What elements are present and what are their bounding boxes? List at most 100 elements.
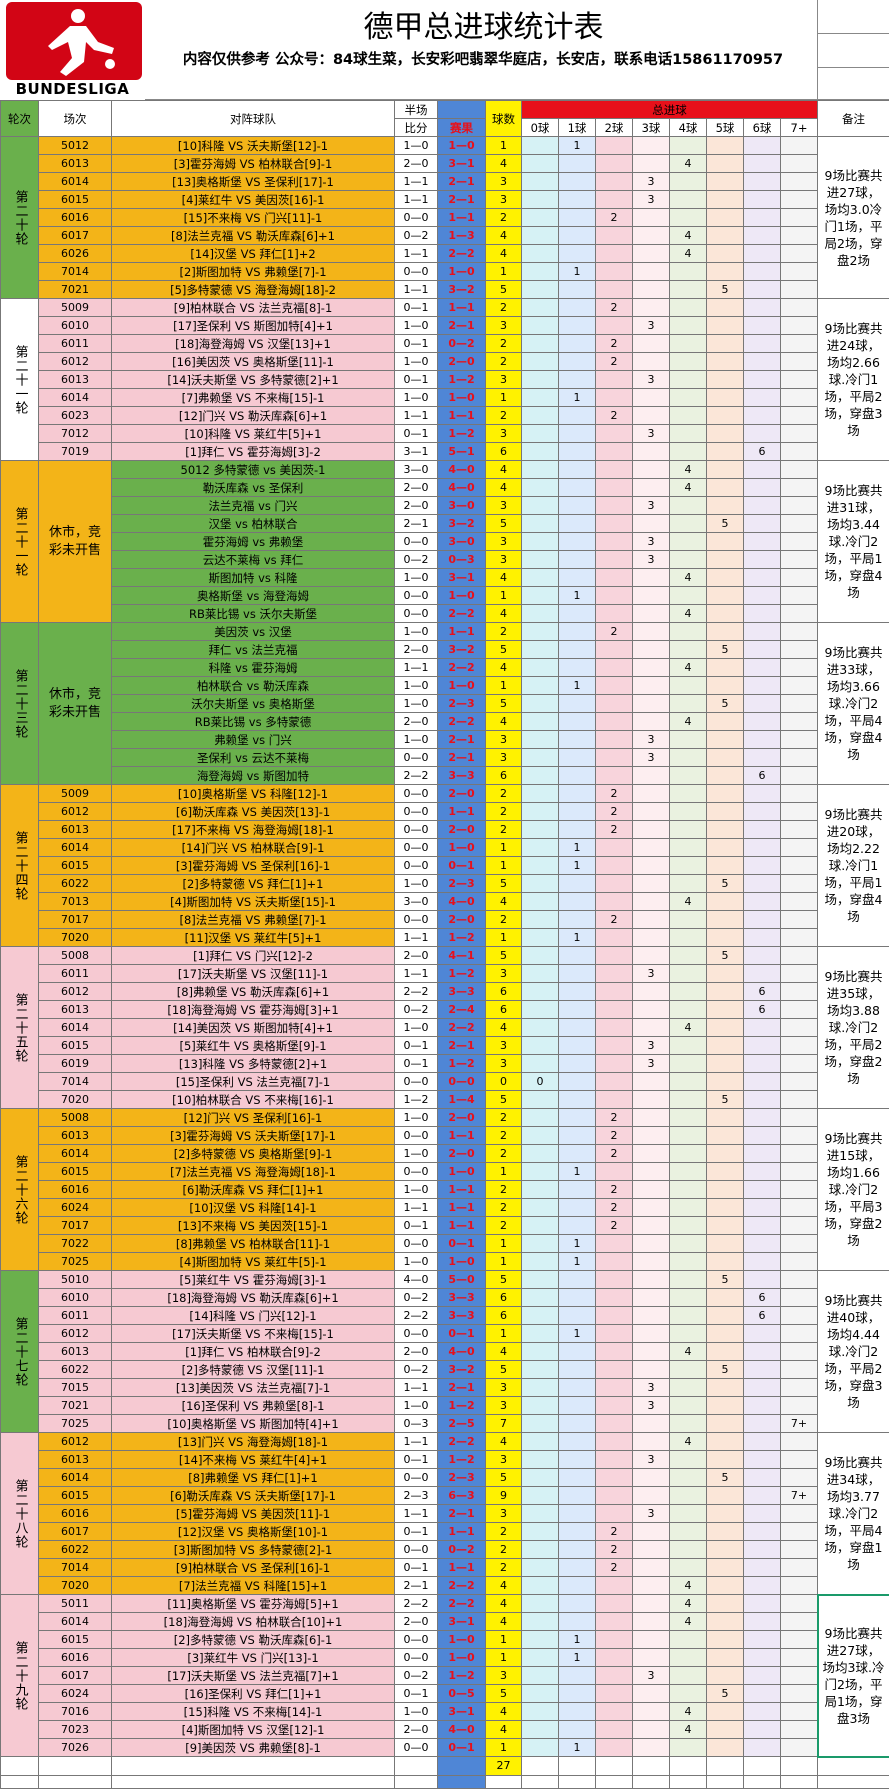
bucket-cell <box>596 281 633 299</box>
bucket-cell <box>633 1127 670 1145</box>
bucket-cell <box>596 1073 633 1091</box>
full-score: 3—3 <box>438 1289 486 1307</box>
bucket-cell <box>559 245 596 263</box>
bucket-marker: 6 <box>744 1001 781 1019</box>
bucket-cell <box>559 1415 596 1433</box>
bucket-cell <box>670 1649 707 1667</box>
goal-count: 3 <box>486 1451 522 1469</box>
bucket-cell <box>744 1487 781 1505</box>
match-number: 6014 <box>39 389 112 407</box>
bucket-cell <box>596 551 633 569</box>
bucket-marker: 2 <box>596 1199 633 1217</box>
full-score: 4—0 <box>438 1721 486 1739</box>
bucket-cell <box>559 353 596 371</box>
footer-cell <box>1 1757 39 1776</box>
teams: 勒沃库森 vs 圣保利 <box>112 479 395 497</box>
bucket-cell <box>559 551 596 569</box>
bucket-cell <box>633 821 670 839</box>
goal-count: 4 <box>486 1343 522 1361</box>
bucket-cell <box>670 677 707 695</box>
bucket-cell <box>522 443 559 461</box>
halftime-score: 1—0 <box>395 695 438 713</box>
match-number: 6013 <box>39 1451 112 1469</box>
bucket-cell <box>596 695 633 713</box>
teams: RB莱比锡 vs 沃尔夫斯堡 <box>112 605 395 623</box>
round-label: 第二十一轮 <box>1 461 39 623</box>
bucket-cell <box>596 173 633 191</box>
goal-count: 1 <box>486 1649 522 1667</box>
teams: [8]弗赖堡 VS 拜仁[1]+1 <box>112 1469 395 1487</box>
bucket-cell <box>707 1127 744 1145</box>
teams: [2]多特蒙德 VS 拜仁[1]+1 <box>112 875 395 893</box>
bucket-cell <box>744 803 781 821</box>
bucket-cell <box>559 821 596 839</box>
bucket-cell <box>633 461 670 479</box>
bucket-cell <box>707 1415 744 1433</box>
bucket-cell <box>707 1235 744 1253</box>
bucket-cell <box>744 1703 781 1721</box>
bucket-cell <box>781 1271 818 1289</box>
bucket-cell <box>744 1541 781 1559</box>
round-note: 9场比赛共进31球，场均3.44球.冷门2场，平局1场，穿盘4场 <box>818 461 889 623</box>
bucket-cell <box>522 353 559 371</box>
bucket-cell <box>707 1613 744 1631</box>
bucket-cell <box>670 1055 707 1073</box>
bucket-cell <box>596 317 633 335</box>
teams: [13]不来梅 VS 美因茨[15]-1 <box>112 1217 395 1235</box>
teams: [12]门兴 VS 勒沃库森[6]+1 <box>112 407 395 425</box>
full-score: 1—2 <box>438 1055 486 1073</box>
goal-count: 2 <box>486 821 522 839</box>
bucket-cell <box>559 1181 596 1199</box>
bucket-cell <box>744 299 781 317</box>
teams: [14]美因茨 VS 斯图加特[4]+1 <box>112 1019 395 1037</box>
bucket-cell <box>559 641 596 659</box>
bucket-cell <box>633 1307 670 1325</box>
halftime-score: 0—0 <box>395 587 438 605</box>
bucket-cell <box>633 1703 670 1721</box>
bucket-cell <box>633 605 670 623</box>
halftime-score: 1—0 <box>395 1181 438 1199</box>
halftime-score: 1—0 <box>395 875 438 893</box>
bucket-cell <box>559 569 596 587</box>
bucket-cell <box>596 371 633 389</box>
teams: [8]弗赖堡 VS 柏林联合[11]-1 <box>112 1235 395 1253</box>
bucket-cell <box>522 1415 559 1433</box>
halftime-score: 0—2 <box>395 1361 438 1379</box>
round-label: 第二十一轮 <box>1 299 39 461</box>
bucket-cell <box>670 1307 707 1325</box>
bucket-cell <box>596 1469 633 1487</box>
header-row: 轮次场次对阵球队半场球数总进球备注 <box>1 101 889 119</box>
halftime-score: 2—0 <box>395 1613 438 1631</box>
bucket-cell <box>744 893 781 911</box>
full-score: 0—1 <box>438 1739 486 1757</box>
match-number: 6010 <box>39 317 112 335</box>
bucket-cell <box>781 371 818 389</box>
bucket-cell <box>522 1451 559 1469</box>
goal-count: 3 <box>486 1037 522 1055</box>
bucket-cell <box>596 839 633 857</box>
bucket-cell <box>596 857 633 875</box>
bucket-cell <box>744 857 781 875</box>
bucket-cell <box>744 1397 781 1415</box>
bucket-cell <box>744 1271 781 1289</box>
bucket-cell <box>596 587 633 605</box>
full-score: 1—2 <box>438 425 486 443</box>
full-score: 1—3 <box>438 227 486 245</box>
bucket-cell <box>633 587 670 605</box>
teams: 拜仁 vs 法兰克福 <box>112 641 395 659</box>
bucket-cell <box>522 317 559 335</box>
teams: [5]莱红牛 VS 奥格斯堡[9]-1 <box>112 1037 395 1055</box>
teams: [18]海登海姆 VS 柏林联合[10]+1 <box>112 1613 395 1631</box>
bucket-cell <box>781 587 818 605</box>
full-score: 0—5 <box>438 1685 486 1703</box>
match-number: 7016 <box>39 1703 112 1721</box>
teams: 5012 多特蒙德 vs 美因茨-1 <box>112 461 395 479</box>
teams: [2]斯图加特 VS 弗赖堡[7]-1 <box>112 263 395 281</box>
goal-count: 1 <box>486 677 522 695</box>
